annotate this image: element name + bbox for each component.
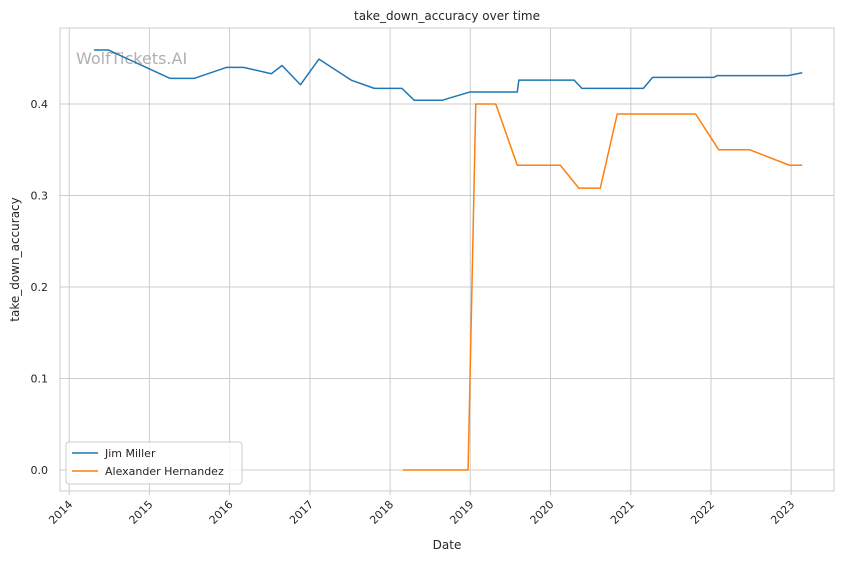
watermark: WolfTickets.AI [76,49,187,68]
y-axis-label: take_down_accuracy [8,197,22,321]
series-line-alexander-hernandez [402,103,803,471]
y-tick-label-0.4: 0.4 [31,98,49,111]
x-axis-label: Date [433,538,462,552]
y-tick-label-0.2: 0.2 [31,281,49,294]
y-axis-ticks: 0.0 0.1 0.2 0.3 0.4 [31,98,49,477]
y-tick-label-0.1: 0.1 [31,372,49,385]
chart-title: take_down_accuracy over time [354,9,540,23]
series-line-jim-miller [93,49,803,102]
y-tick-label-0.0: 0.0 [31,464,49,477]
legend-label-alexander-hernandez: Alexander Hernandez [105,465,224,478]
plot-area-frame [59,27,835,492]
legend-label-jim-miller: Jim Miller [104,447,156,460]
legend-frame [65,441,243,485]
series-lines [93,49,803,471]
legend: Jim Miller Alexander Hernandez [65,441,243,485]
y-tick-label-0.3: 0.3 [31,189,49,202]
